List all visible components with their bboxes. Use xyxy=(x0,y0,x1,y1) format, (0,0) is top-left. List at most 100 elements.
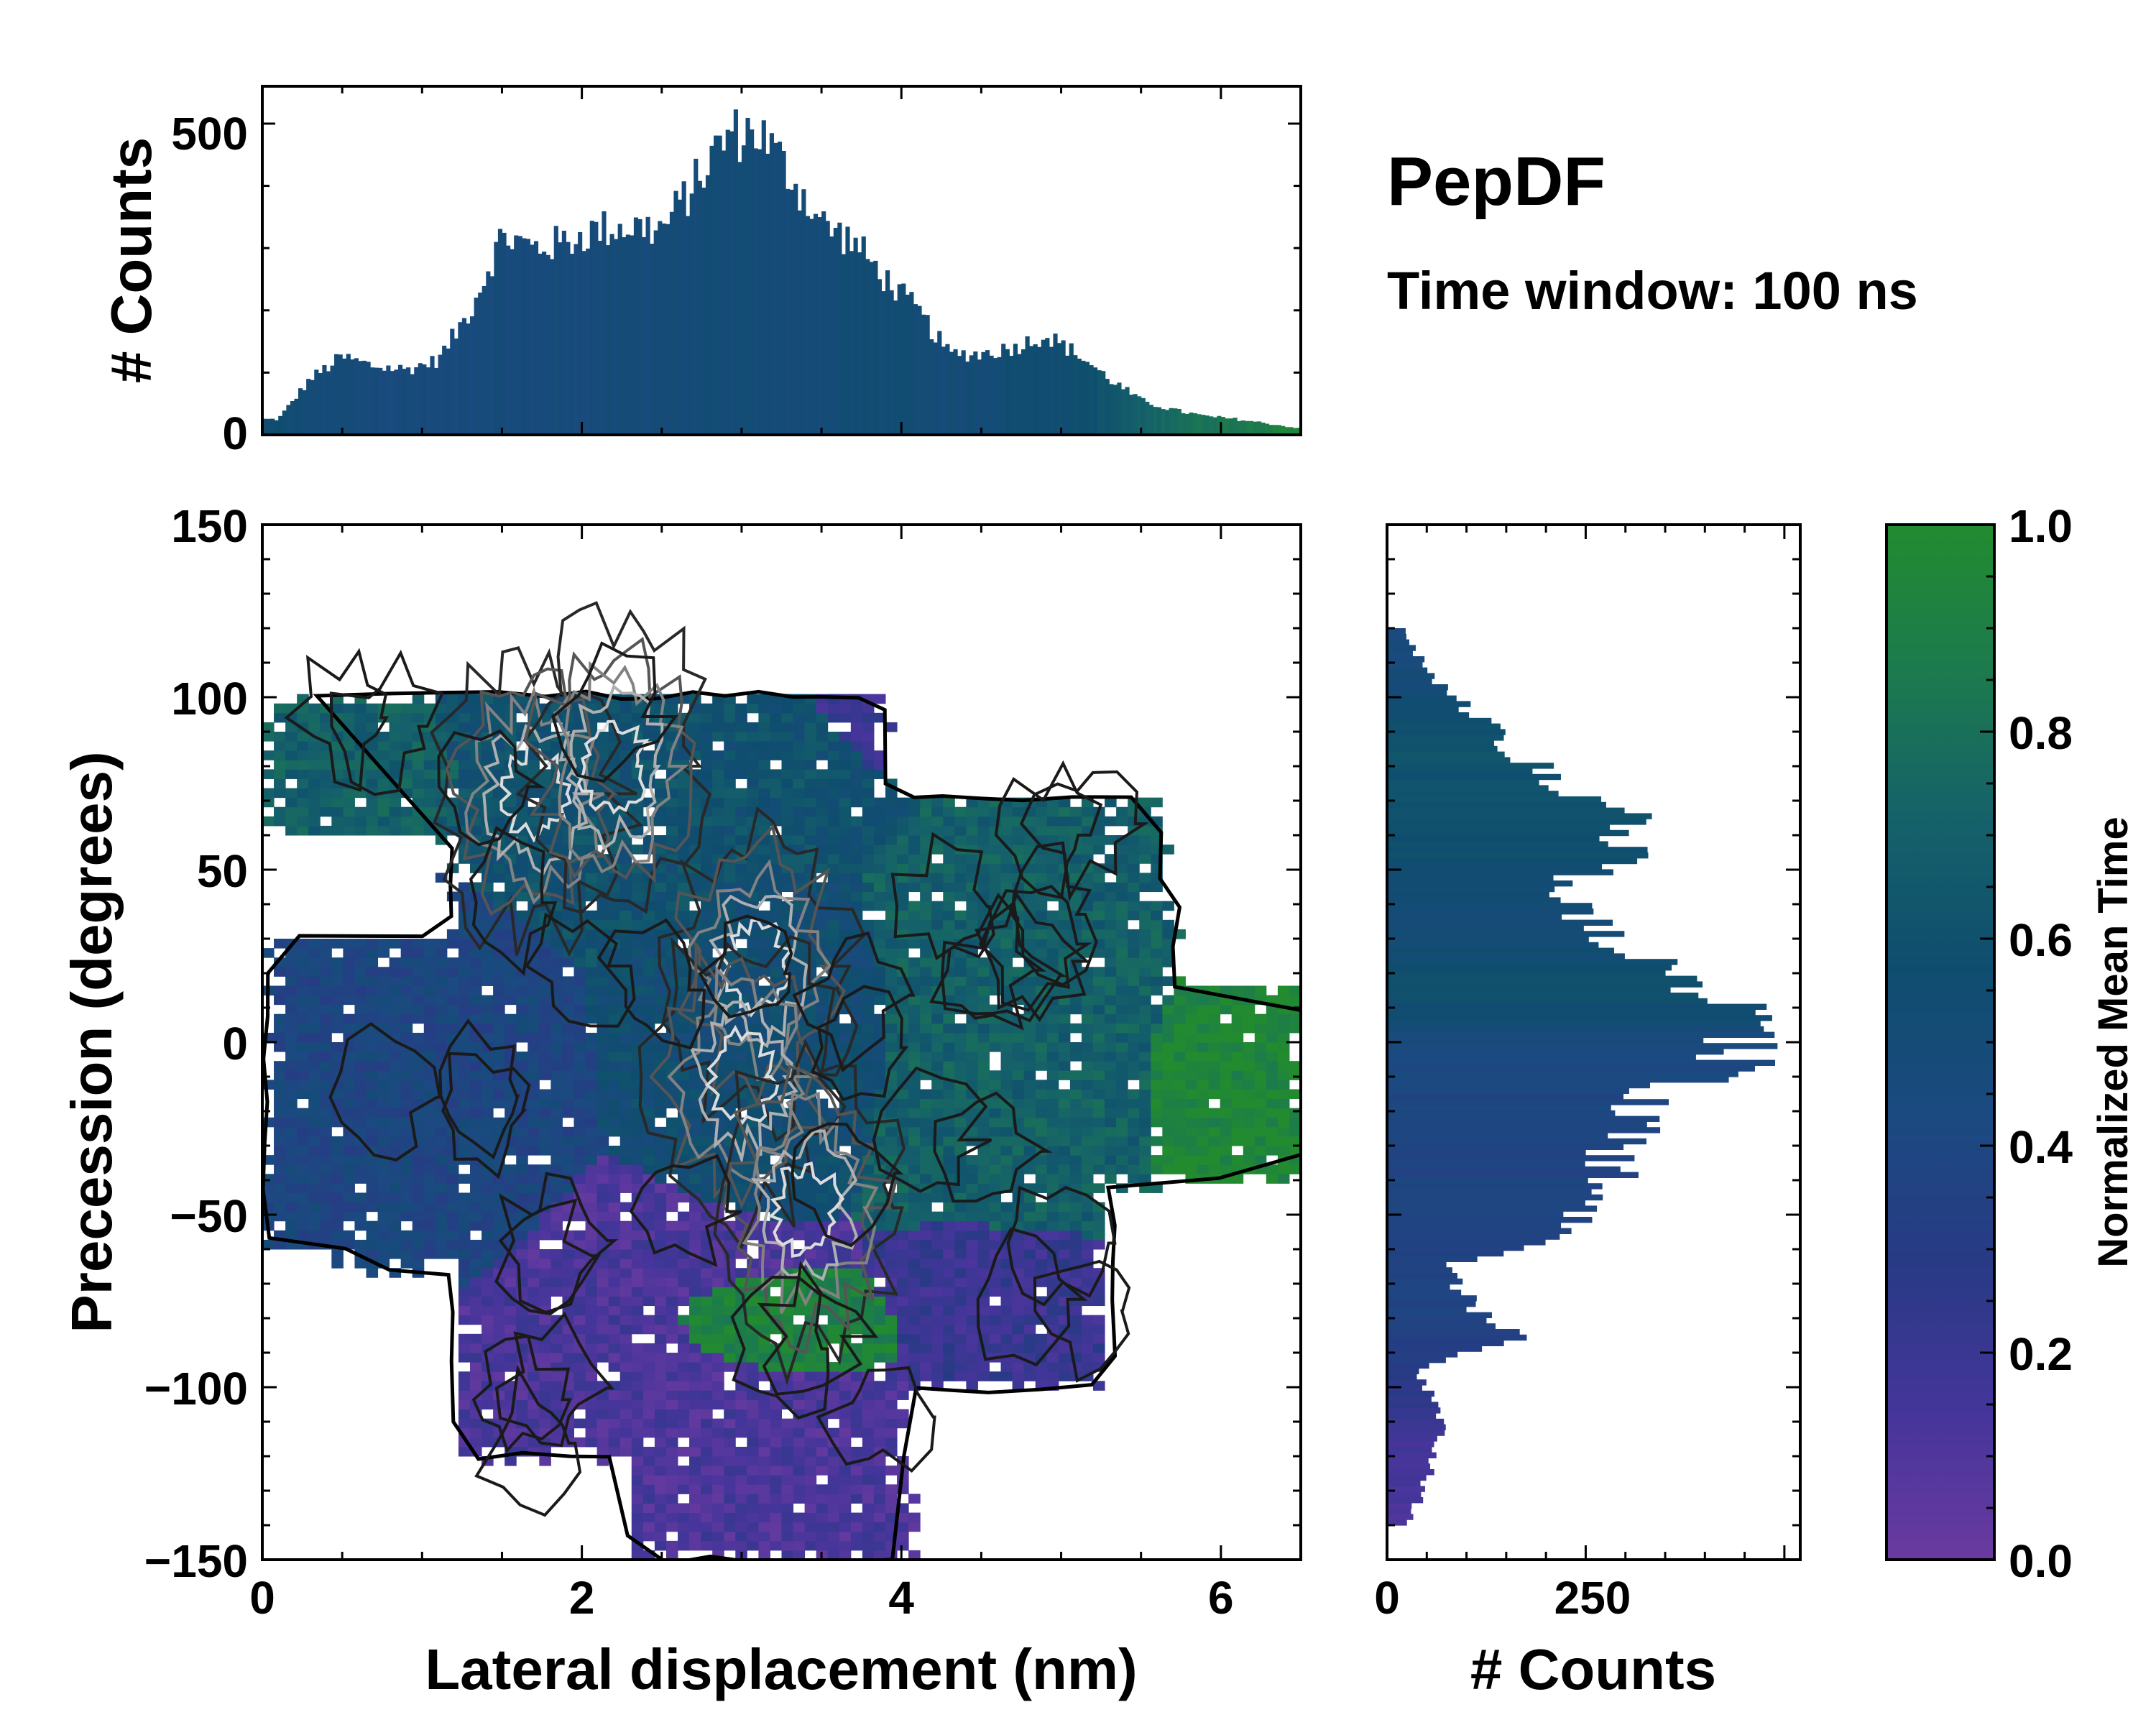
heatmap-cell xyxy=(274,1013,286,1024)
heatmap-cell xyxy=(377,995,390,1006)
heatmap-cell xyxy=(735,750,747,760)
heatmap-cell xyxy=(1000,854,1013,864)
heatmap-cell xyxy=(793,1494,806,1504)
heatmap-cell xyxy=(389,1126,402,1137)
heatmap-cell xyxy=(331,976,344,986)
heatmap-cell xyxy=(377,825,390,836)
heatmap-cell xyxy=(885,1484,898,1494)
heatmap-cell xyxy=(389,1098,402,1109)
heatmap-cell xyxy=(642,1136,655,1146)
heatmap-cell xyxy=(608,1146,621,1156)
heatmap-cell xyxy=(297,750,309,760)
heatmap-cell xyxy=(804,1399,817,1410)
heatmap-cell xyxy=(596,1013,609,1024)
heatmap-cell xyxy=(793,806,806,817)
heatmap-cell xyxy=(505,1259,517,1269)
heatmap-cell xyxy=(482,694,494,704)
heatmap-cell xyxy=(539,1220,551,1231)
heatmap-cell xyxy=(966,1155,978,1165)
heatmap-cell xyxy=(758,1155,770,1165)
heatmap-cell xyxy=(505,778,517,789)
top-hist-bar xyxy=(1228,418,1234,435)
heatmap-cell xyxy=(343,1061,355,1071)
heatmap-cell xyxy=(354,1220,367,1231)
heatmap-cell xyxy=(1012,1061,1025,1071)
heatmap-cell xyxy=(458,1381,471,1391)
heatmap-cell xyxy=(781,1456,794,1466)
heatmap-cell xyxy=(412,985,425,996)
heatmap-cell xyxy=(793,1305,806,1316)
heatmap-cell xyxy=(1012,1052,1025,1062)
heatmap-cell xyxy=(331,967,344,977)
heatmap-cell xyxy=(747,967,759,977)
heatmap-cell xyxy=(1023,985,1036,996)
heatmap-cell xyxy=(701,732,713,742)
heatmap-cell xyxy=(920,1220,932,1231)
heatmap-cell xyxy=(908,1146,921,1156)
heatmap-cell xyxy=(446,1220,459,1231)
heatmap-cell xyxy=(562,1126,574,1137)
top-hist-bar xyxy=(953,349,958,435)
heatmap-cell xyxy=(516,1146,528,1156)
heatmap-cell xyxy=(758,1164,770,1174)
heatmap-cell xyxy=(943,1061,955,1071)
heatmap-cell xyxy=(631,948,644,958)
heatmap-cell xyxy=(608,1174,621,1184)
heatmap-cell xyxy=(770,1117,782,1128)
heatmap-cell xyxy=(747,1333,759,1344)
heatmap-cell xyxy=(943,1239,955,1250)
heatmap-cell xyxy=(885,722,898,732)
heatmap-cell xyxy=(320,1042,332,1052)
heatmap-cell xyxy=(724,1399,736,1410)
heatmap-cell xyxy=(608,1333,621,1344)
heatmap-cell xyxy=(827,1399,840,1410)
heatmap-cell xyxy=(423,1108,436,1118)
heatmap-cell xyxy=(631,1032,644,1043)
heatmap-cell xyxy=(573,1362,586,1372)
heatmap-cell xyxy=(331,985,344,996)
heatmap-cell xyxy=(931,1220,944,1231)
heatmap-cell xyxy=(735,1268,747,1278)
heatmap-cell xyxy=(505,1183,517,1193)
heatmap-cell xyxy=(608,985,621,996)
heatmap-cell xyxy=(446,967,459,977)
heatmap-cell xyxy=(977,985,990,996)
heatmap-cell xyxy=(665,703,678,714)
heatmap-cell xyxy=(343,1146,355,1156)
heatmap-cell xyxy=(989,845,1002,855)
heatmap-cell xyxy=(977,995,990,1006)
heatmap-cell xyxy=(274,1239,286,1250)
heatmap-cell xyxy=(735,1494,747,1504)
heatmap-cell xyxy=(274,1098,286,1109)
heatmap-cell xyxy=(493,1249,505,1259)
heatmap-cell xyxy=(724,806,736,817)
heatmap-cell xyxy=(446,694,459,704)
heatmap-cell xyxy=(573,1315,586,1325)
heatmap-cell xyxy=(873,760,886,770)
heatmap-cell xyxy=(631,919,644,930)
heatmap-cell xyxy=(435,1249,448,1259)
heatmap-cell xyxy=(943,1287,955,1297)
heatmap-cell xyxy=(908,806,921,817)
top-hist-bar xyxy=(745,117,750,436)
heatmap-cell xyxy=(862,1164,875,1174)
heatmap-cell xyxy=(366,948,379,958)
heatmap-cell xyxy=(493,1023,505,1034)
heatmap-cell xyxy=(689,1446,701,1457)
heatmap-cell xyxy=(412,1013,425,1024)
heatmap-cell xyxy=(678,1174,690,1184)
heatmap-cell xyxy=(642,1249,655,1259)
heatmap-cell xyxy=(920,1117,932,1128)
heatmap-cell xyxy=(482,1136,494,1146)
heatmap-cell xyxy=(366,1239,379,1250)
heatmap-cell xyxy=(1023,882,1036,893)
heatmap-cell xyxy=(528,1268,540,1278)
heatmap-cell xyxy=(897,797,909,808)
top-hist-bar xyxy=(1148,405,1153,435)
heatmap-cell xyxy=(665,1466,678,1476)
heatmap-cell xyxy=(689,1456,701,1466)
heatmap-cell xyxy=(701,1296,713,1307)
heatmap-cell xyxy=(320,967,332,977)
heatmap-cell xyxy=(423,1042,436,1052)
heatmap-cell xyxy=(377,1230,390,1241)
